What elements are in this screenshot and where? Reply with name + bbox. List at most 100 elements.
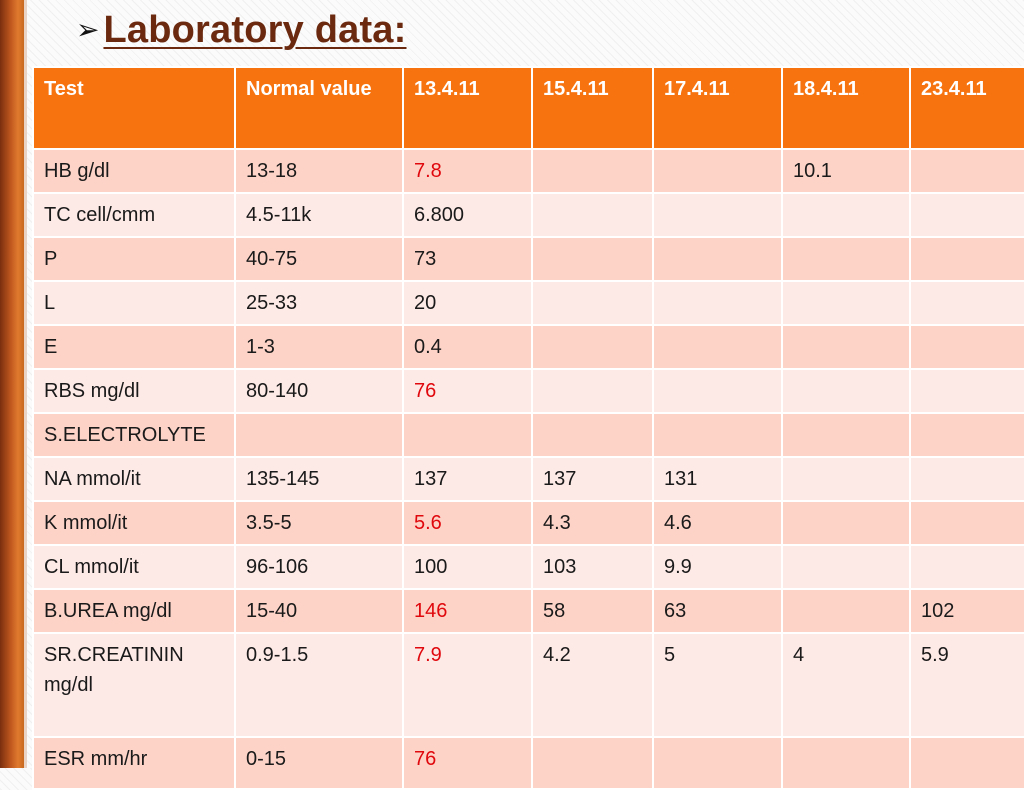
cell-value: 6.800 (402, 192, 533, 238)
cell-value (781, 588, 911, 634)
cell-value: 5 (652, 632, 783, 738)
cell-value (402, 412, 533, 458)
cell-test: L (32, 280, 236, 326)
cell-value (781, 544, 911, 590)
cell-normal-value: 1-3 (234, 324, 404, 370)
cell-value (652, 324, 783, 370)
table-row: ESR mm/hr 0-15 76 (32, 736, 1024, 790)
cell-value (781, 736, 911, 790)
cell-value (531, 412, 654, 458)
cell-value (909, 280, 1024, 326)
cell-value (781, 412, 911, 458)
cell-value (652, 148, 783, 194)
cell-normal-value: 40-75 (234, 236, 404, 282)
table-row: P 40-75 73 (32, 236, 1024, 282)
table-row: B.UREA mg/dl 15-40 146 58 63 102 (32, 588, 1024, 634)
cell-value (652, 368, 783, 414)
cell-value (531, 236, 654, 282)
arrow-bullet-icon: ➢ (76, 14, 100, 45)
cell-value (652, 736, 783, 790)
cell-value: 5.6 (402, 500, 533, 546)
cell-normal-value: 96-106 (234, 544, 404, 590)
table-row: S.ELECTROLYTE (32, 412, 1024, 458)
cell-value (652, 280, 783, 326)
cell-value (531, 368, 654, 414)
table-row: TC cell/cmm 4.5-11k 6.800 (32, 192, 1024, 238)
cell-normal-value: 4.5-11k (234, 192, 404, 238)
header-date-13-4-11: 13.4.11 (402, 66, 533, 150)
table-row: K mmol/it 3.5-5 5.6 4.3 4.6 (32, 500, 1024, 546)
cell-value: 137 (402, 456, 533, 502)
cell-value (781, 368, 911, 414)
cell-value (531, 280, 654, 326)
slide-title: ➢ Laboratory data: (76, 2, 407, 58)
cell-value (781, 192, 911, 238)
header-date-18-4-11: 18.4.11 (781, 66, 911, 150)
left-accent-edge (24, 0, 27, 768)
cell-value: 7.9 (402, 632, 533, 738)
header-date-15-4-11: 15.4.11 (531, 66, 654, 150)
table-row: SR.CREATININ mg/dl 0.9-1.5 7.9 4.2 5 4 5… (32, 632, 1024, 738)
table-header-row: Test Normal value 13.4.11 15.4.11 17.4.1… (32, 66, 1024, 150)
cell-value (909, 736, 1024, 790)
cell-value (531, 148, 654, 194)
cell-value (652, 192, 783, 238)
cell-value: 73 (402, 236, 533, 282)
cell-value (781, 324, 911, 370)
cell-value (531, 736, 654, 790)
header-date-23-4-11: 23.4.11 (909, 66, 1024, 150)
table-row: E 1-3 0.4 (32, 324, 1024, 370)
cell-value: 20 (402, 280, 533, 326)
cell-value: 100 (402, 544, 533, 590)
left-accent-bar (0, 0, 24, 768)
cell-value: 58 (531, 588, 654, 634)
cell-value: 0.4 (402, 324, 533, 370)
cell-value: 7.8 (402, 148, 533, 194)
cell-value: 4.6 (652, 500, 783, 546)
cell-test: RBS mg/dl (32, 368, 236, 414)
cell-value (909, 192, 1024, 238)
cell-value (781, 280, 911, 326)
cell-value: 102 (909, 588, 1024, 634)
cell-value (652, 236, 783, 282)
cell-value: 4 (781, 632, 911, 738)
table-row: L 25-33 20 (32, 280, 1024, 326)
cell-normal-value: 15-40 (234, 588, 404, 634)
table-row: NA mmol/it 135-145 137 137 131 (32, 456, 1024, 502)
slide-title-text: Laboratory data: (103, 8, 407, 51)
lab-data-table: Test Normal value 13.4.11 15.4.11 17.4.1… (32, 66, 1024, 790)
cell-normal-value: 3.5-5 (234, 500, 404, 546)
cell-normal-value: 0-15 (234, 736, 404, 790)
cell-test: ESR mm/hr (32, 736, 236, 790)
cell-value (781, 456, 911, 502)
cell-value (781, 500, 911, 546)
cell-value: 4.2 (531, 632, 654, 738)
cell-test: CL mmol/it (32, 544, 236, 590)
cell-test: S.ELECTROLYTE (32, 412, 236, 458)
cell-value: 146 (402, 588, 533, 634)
cell-value (909, 148, 1024, 194)
cell-value: 137 (531, 456, 654, 502)
cell-test: TC cell/cmm (32, 192, 236, 238)
cell-value (909, 544, 1024, 590)
cell-test: SR.CREATININ mg/dl (32, 632, 236, 738)
cell-test: NA mmol/it (32, 456, 236, 502)
cell-value: 63 (652, 588, 783, 634)
cell-value: 4.3 (531, 500, 654, 546)
header-date-17-4-11: 17.4.11 (652, 66, 783, 150)
cell-test: K mmol/it (32, 500, 236, 546)
cell-value: 103 (531, 544, 654, 590)
table-row: RBS mg/dl 80-140 76 (32, 368, 1024, 414)
cell-value: 9.9 (652, 544, 783, 590)
cell-normal-value: 25-33 (234, 280, 404, 326)
table-row: HB g/dl 13-18 7.8 10.1 (32, 148, 1024, 194)
cell-value (909, 500, 1024, 546)
cell-test: E (32, 324, 236, 370)
cell-test: HB g/dl (32, 148, 236, 194)
cell-value (909, 368, 1024, 414)
cell-normal-value: 13-18 (234, 148, 404, 194)
cell-value (909, 412, 1024, 458)
cell-normal-value: 80-140 (234, 368, 404, 414)
cell-normal-value: 0.9-1.5 (234, 632, 404, 738)
cell-value (909, 324, 1024, 370)
